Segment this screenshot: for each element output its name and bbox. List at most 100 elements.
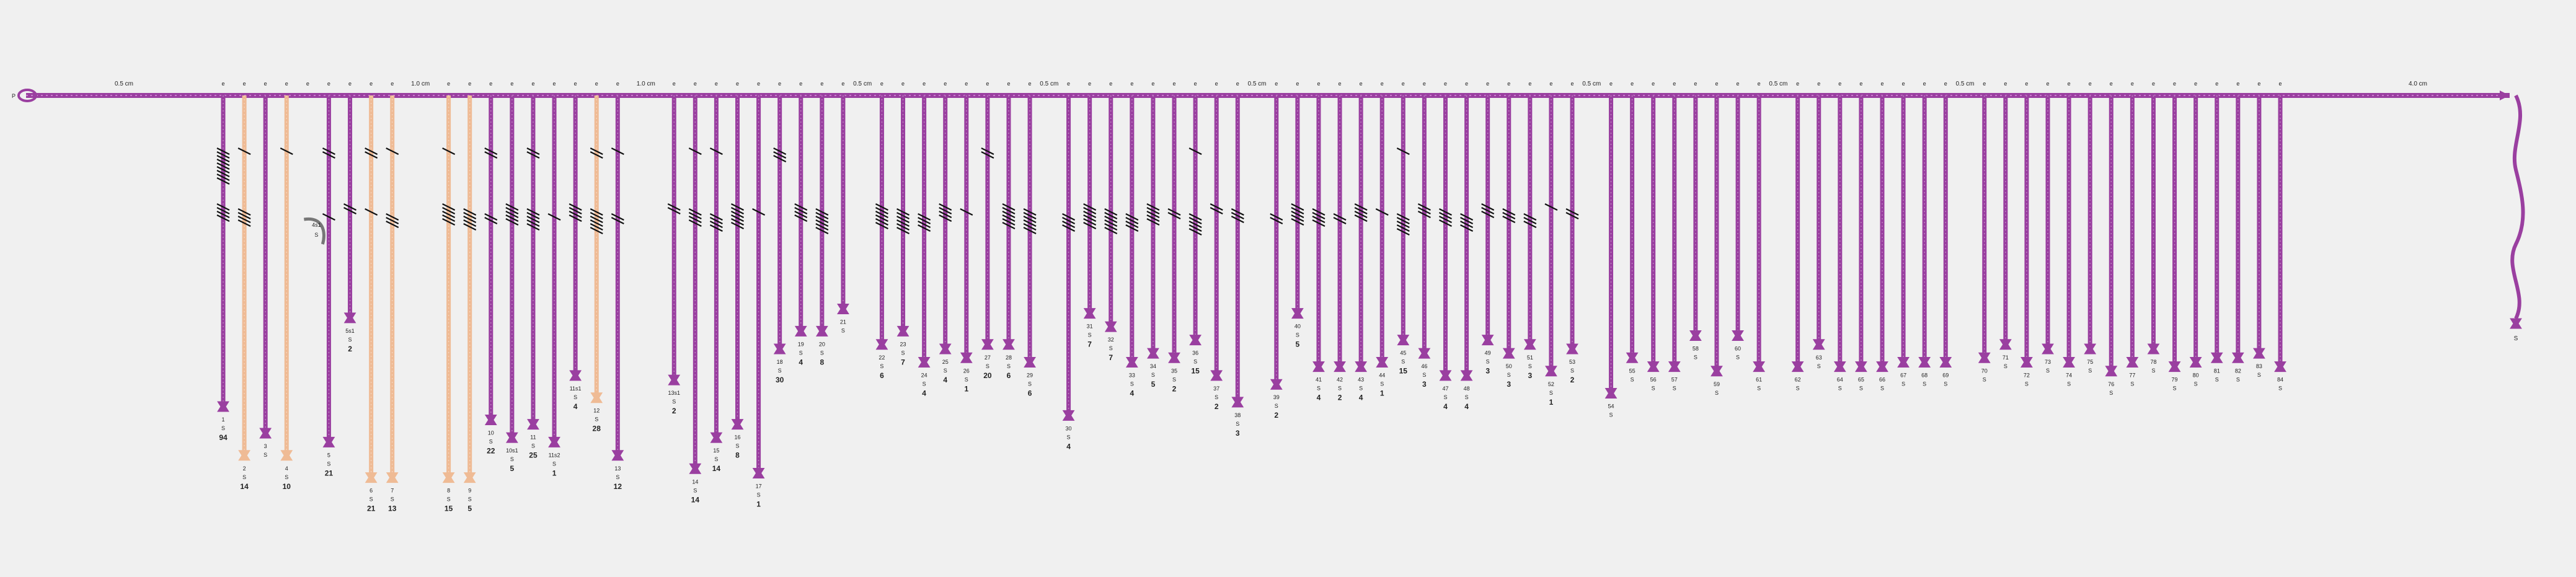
pendant-value: 1 <box>756 500 761 508</box>
pendant-tassel-shape <box>590 392 603 403</box>
pendant-sub: S <box>672 399 676 405</box>
pendant-number: 56 <box>1650 377 1657 383</box>
pendant-tassel <box>1312 361 1325 372</box>
tens-knot <box>981 148 994 155</box>
pendant-value: 14 <box>240 482 249 491</box>
ones-knot <box>1481 207 1495 214</box>
pendant-tassel <box>1999 339 2012 350</box>
pendant-value: 5 <box>1151 380 1156 389</box>
ones-knot <box>815 223 829 231</box>
ones-knot <box>1396 224 1410 232</box>
pendant-sub: S <box>1715 390 1719 396</box>
pendant-tassel-shape <box>1291 308 1304 319</box>
pendant-tassel-shape <box>527 419 539 430</box>
ones-knot <box>1565 208 1579 216</box>
pendant-tassel-shape <box>1918 356 1931 368</box>
attachment-mark: e <box>574 81 577 87</box>
ones-knot <box>505 203 519 211</box>
ones-knot <box>526 216 540 223</box>
ones-knot <box>731 211 744 218</box>
pendant-tassel <box>2274 361 2286 372</box>
ones-knot <box>1231 208 1244 216</box>
pendant-tassel-shape <box>896 325 910 337</box>
pendant-value: 3 <box>1485 367 1490 376</box>
pendant-sub: S <box>2151 368 2155 374</box>
pendant-number: 49 <box>1485 350 1491 356</box>
attachment-mark: e <box>2278 81 2282 87</box>
pendant-sub: S <box>1944 381 1947 387</box>
pendant-number: 4 <box>285 465 288 472</box>
ones-knot <box>1210 207 1223 214</box>
pendant-number: 53 <box>1569 359 1575 365</box>
attachment-mark: e <box>306 81 309 87</box>
attachment-mark: e <box>531 81 534 87</box>
pendant-number: 51 <box>1527 355 1533 361</box>
ones-knot <box>1270 213 1283 221</box>
tens-knot <box>237 148 251 155</box>
attachment-mark: e <box>264 81 267 87</box>
pendant-value: 1 <box>964 384 968 393</box>
pendant-number: 21 <box>840 319 846 325</box>
pendant-number: 2 <box>243 465 246 472</box>
pendant-number: 6 <box>370 488 373 494</box>
ones-knot <box>1023 219 1037 227</box>
ones-knot <box>1460 213 1474 221</box>
pendant-value: 1 <box>1380 389 1384 397</box>
tens-knot <box>484 148 498 155</box>
ones-knot <box>237 208 251 216</box>
tens-knot <box>709 148 723 155</box>
pendant-sub: S <box>1838 385 1842 392</box>
spacing-label: 0.5 cm <box>1769 81 1787 87</box>
pendant-sub: S <box>1796 385 1800 392</box>
pendant-number: 45 <box>1400 350 1406 356</box>
tens-knot <box>773 151 787 159</box>
pendant-sub: S <box>2046 368 2050 374</box>
pendant-value: 2 <box>1570 376 1575 384</box>
tens-knot <box>386 148 399 155</box>
pendant-number: 35 <box>1171 368 1177 374</box>
ones-knot <box>386 213 399 221</box>
attachment-mark: e <box>1549 81 1552 87</box>
pendant-tassel-shape <box>1397 335 1410 346</box>
ones-knot <box>688 212 702 219</box>
pendant-value: 7 <box>1087 340 1092 349</box>
pendant-number: 58 <box>1693 345 1699 351</box>
pendant-number: 10 <box>488 430 494 436</box>
pendant-number: 5s1 <box>345 328 355 334</box>
ones-knot <box>918 217 931 224</box>
pendant-sub: S <box>2109 390 2113 396</box>
pendant-tassel-shape <box>1897 356 1910 368</box>
pendant-value: 4 <box>1066 442 1071 451</box>
pendant-number: 28 <box>1006 355 1012 361</box>
ones-knot <box>1104 227 1118 234</box>
ones-knot <box>1481 211 1495 218</box>
pendant-number: 23 <box>900 341 906 347</box>
pendant-tassel-shape <box>1003 339 1015 350</box>
pendant-tassel-shape <box>2253 348 2265 359</box>
pendant-number: 70 <box>1981 368 1988 374</box>
pendant-number: 16 <box>734 434 740 441</box>
attachment-mark: e <box>595 81 598 87</box>
ones-knot <box>875 214 888 222</box>
pendant-number: 25 <box>942 359 949 365</box>
ones-knot <box>1146 203 1160 211</box>
ones-knot <box>815 208 829 216</box>
ones-knot <box>1104 208 1118 216</box>
pendant-sub: S <box>616 474 619 480</box>
attachment-mark: e <box>1758 81 1761 87</box>
pendant-number: 65 <box>1858 377 1864 383</box>
pendant-value: 14 <box>712 464 721 473</box>
attachment-mark: e <box>2047 81 2050 87</box>
pendant-number: 66 <box>1879 377 1885 383</box>
pendant-sub: S <box>242 474 246 480</box>
pendant-tassel <box>2253 348 2265 359</box>
ones-knot <box>1002 214 1016 222</box>
pendant-tassel <box>611 450 624 461</box>
attachment-mark: e <box>1423 81 1426 87</box>
pendant-tassel-shape <box>752 467 765 478</box>
pendant-tassel-shape <box>2274 361 2286 372</box>
attachment-mark: e <box>2025 81 2028 87</box>
ones-knot <box>1396 228 1410 236</box>
pendant-tassel <box>590 392 603 403</box>
